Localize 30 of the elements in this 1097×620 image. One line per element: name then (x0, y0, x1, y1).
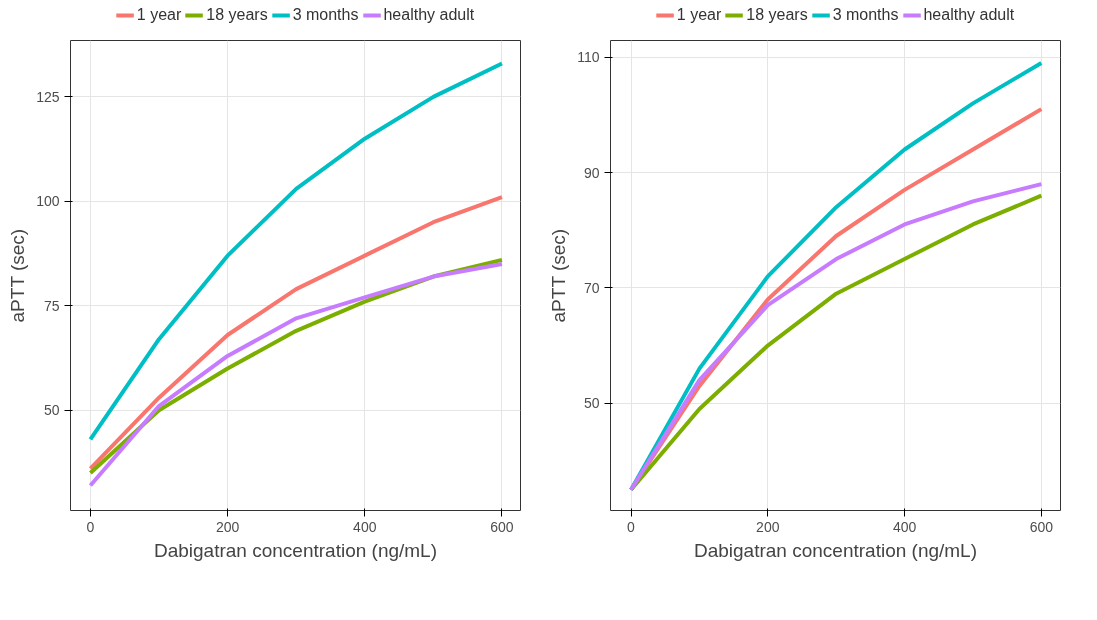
x-tick-label: 200 (756, 518, 780, 535)
x-tick-label: 200 (215, 518, 240, 535)
x-tick-label: 400 (892, 518, 917, 535)
legend-label: healthy adult (383, 6, 475, 24)
line-series (88, 195, 504, 471)
y-tick-label: 50 (43, 402, 60, 419)
legend-label: 18 years (206, 6, 268, 24)
x-tick-label: 400 (353, 518, 377, 535)
legend-label: 3 months (292, 6, 359, 24)
legend-label: 1 year (136, 6, 182, 24)
x-tick-label: 0 (86, 518, 95, 535)
legend-label: 3 months (832, 6, 899, 24)
y-tick-label: 50 (583, 395, 600, 412)
x-tick-label: 0 (627, 518, 636, 535)
y-tick-label: 110 (577, 49, 600, 66)
x-axis-title: Dabigatran concentration (ng/mL) (153, 539, 438, 561)
y-tick-label: 75 (43, 297, 60, 314)
y-axis-title: aPTT (sec) (7, 228, 29, 323)
y-tick-label: 90 (583, 164, 600, 181)
legend-label: 1 year (676, 6, 722, 24)
y-axis-title: aPTT (sec) (548, 228, 570, 323)
line-series (88, 61, 504, 442)
legend-label: healthy adult (923, 6, 1015, 24)
legend-label: 18 years (746, 6, 808, 24)
y-tick-label: 100 (36, 193, 60, 210)
x-tick-label: 600 (1029, 518, 1054, 535)
y-tick-label: 125 (36, 88, 60, 105)
x-tick-label: 600 (490, 518, 514, 535)
x-axis-title: Dabigatran concentration (ng/mL) (693, 539, 978, 561)
y-tick-label: 70 (583, 279, 600, 296)
